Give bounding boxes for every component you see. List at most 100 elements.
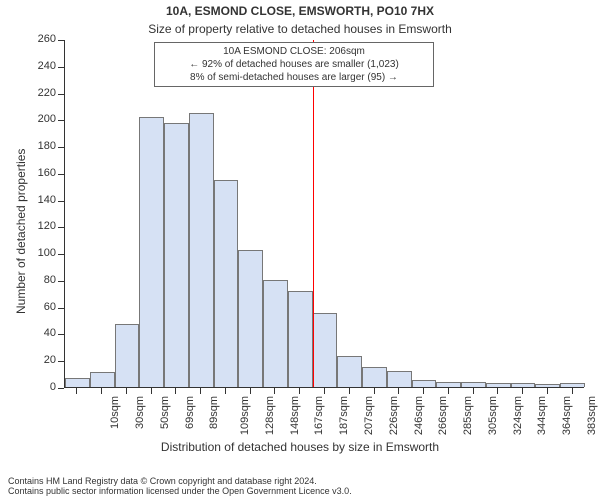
x-tick-label: 207sqm [363, 396, 375, 435]
histogram-bar [412, 380, 437, 387]
annotation-line-2: ← 92% of detached houses are smaller (1,… [159, 58, 429, 71]
histogram-bar [238, 250, 263, 387]
x-tick-label: 344sqm [536, 396, 548, 435]
y-tick [58, 94, 64, 95]
x-tick-label: 226sqm [388, 396, 400, 435]
y-tick [58, 67, 64, 68]
x-tick [274, 388, 275, 394]
histogram-bar [90, 372, 115, 387]
histogram-bar [535, 384, 560, 387]
x-tick [151, 388, 152, 394]
x-tick-label: 266sqm [437, 396, 449, 435]
annotation-box: 10A ESMOND CLOSE: 206sqm← 92% of detache… [154, 42, 434, 87]
histogram-bar [263, 280, 288, 387]
x-tick-label: 10sqm [109, 396, 121, 429]
x-tick-label: 167sqm [314, 396, 326, 435]
x-tick-label: 30sqm [134, 396, 146, 429]
histogram-bar [436, 382, 461, 387]
y-tick-label: 200 [26, 113, 56, 125]
x-tick [398, 388, 399, 394]
x-tick [76, 388, 77, 394]
x-tick [497, 388, 498, 394]
histogram-bar [560, 383, 585, 387]
y-tick-label: 160 [26, 167, 56, 179]
y-tick [58, 281, 64, 282]
histogram-bar [115, 324, 140, 387]
x-tick [349, 388, 350, 394]
chart-container: { "chart": { "type": "histogram", "title… [0, 0, 600, 500]
annotation-line-1: 10A ESMOND CLOSE: 206sqm [159, 45, 429, 58]
x-tick-label: 285sqm [462, 396, 474, 435]
histogram-bar [65, 378, 90, 387]
x-tick [250, 388, 251, 394]
x-tick [572, 388, 573, 394]
y-tick-label: 140 [26, 194, 56, 206]
x-tick-label: 364sqm [561, 396, 573, 435]
y-tick [58, 201, 64, 202]
y-tick-label: 180 [26, 140, 56, 152]
x-tick-label: 246sqm [413, 396, 425, 435]
histogram-bar [486, 383, 511, 387]
y-tick [58, 120, 64, 121]
copyright-line-2: Contains public sector information licen… [8, 486, 352, 496]
x-tick [175, 388, 176, 394]
y-tick [58, 254, 64, 255]
histogram-bar [139, 117, 164, 387]
x-tick-label: 305sqm [487, 396, 499, 435]
x-tick-label: 383sqm [586, 396, 598, 435]
y-tick-label: 240 [26, 60, 56, 72]
x-tick-label: 50sqm [159, 396, 171, 429]
histogram-bar [511, 383, 536, 387]
histogram-bar [288, 291, 313, 387]
x-tick [126, 388, 127, 394]
y-tick-label: 80 [26, 274, 56, 286]
y-tick-label: 100 [26, 247, 56, 259]
y-tick [58, 147, 64, 148]
y-tick-label: 0 [26, 381, 56, 393]
histogram-bar [461, 382, 486, 387]
x-tick-label: 109sqm [239, 396, 251, 435]
y-tick [58, 174, 64, 175]
chart-subtitle: Size of property relative to detached ho… [0, 22, 600, 36]
x-tick-label: 187sqm [338, 396, 350, 435]
x-tick [225, 388, 226, 394]
x-tick-label: 148sqm [289, 396, 301, 435]
x-tick-label: 89sqm [208, 396, 220, 429]
x-tick-label: 128sqm [264, 396, 276, 435]
x-tick-label: 69sqm [184, 396, 196, 429]
x-tick [101, 388, 102, 394]
y-tick-label: 60 [26, 301, 56, 313]
y-tick [58, 361, 64, 362]
x-tick [423, 388, 424, 394]
y-tick [58, 227, 64, 228]
histogram-bar [189, 113, 214, 387]
y-tick [58, 40, 64, 41]
x-axis-label: Distribution of detached houses by size … [0, 440, 600, 454]
histogram-bar [362, 367, 387, 387]
highlight-line [313, 40, 314, 387]
y-tick-label: 40 [26, 327, 56, 339]
x-tick [374, 388, 375, 394]
histogram-bar [387, 371, 412, 387]
plot-area [64, 40, 584, 388]
histogram-bar [313, 313, 338, 387]
x-tick [448, 388, 449, 394]
x-tick [473, 388, 474, 394]
y-tick [58, 388, 64, 389]
annotation-line-3: 8% of semi-detached houses are larger (9… [159, 71, 429, 84]
x-tick-label: 324sqm [512, 396, 524, 435]
y-tick [58, 308, 64, 309]
chart-title: 10A, ESMOND CLOSE, EMSWORTH, PO10 7HX [0, 4, 600, 18]
y-tick-label: 20 [26, 354, 56, 366]
histogram-bar [214, 180, 239, 387]
y-tick-label: 120 [26, 220, 56, 232]
x-tick [299, 388, 300, 394]
y-tick-label: 220 [26, 87, 56, 99]
x-tick [200, 388, 201, 394]
x-tick [522, 388, 523, 394]
x-tick [547, 388, 548, 394]
copyright-text: Contains HM Land Registry data © Crown c… [8, 476, 352, 496]
histogram-bar [164, 123, 189, 387]
y-tick-label: 260 [26, 33, 56, 45]
x-tick [324, 388, 325, 394]
